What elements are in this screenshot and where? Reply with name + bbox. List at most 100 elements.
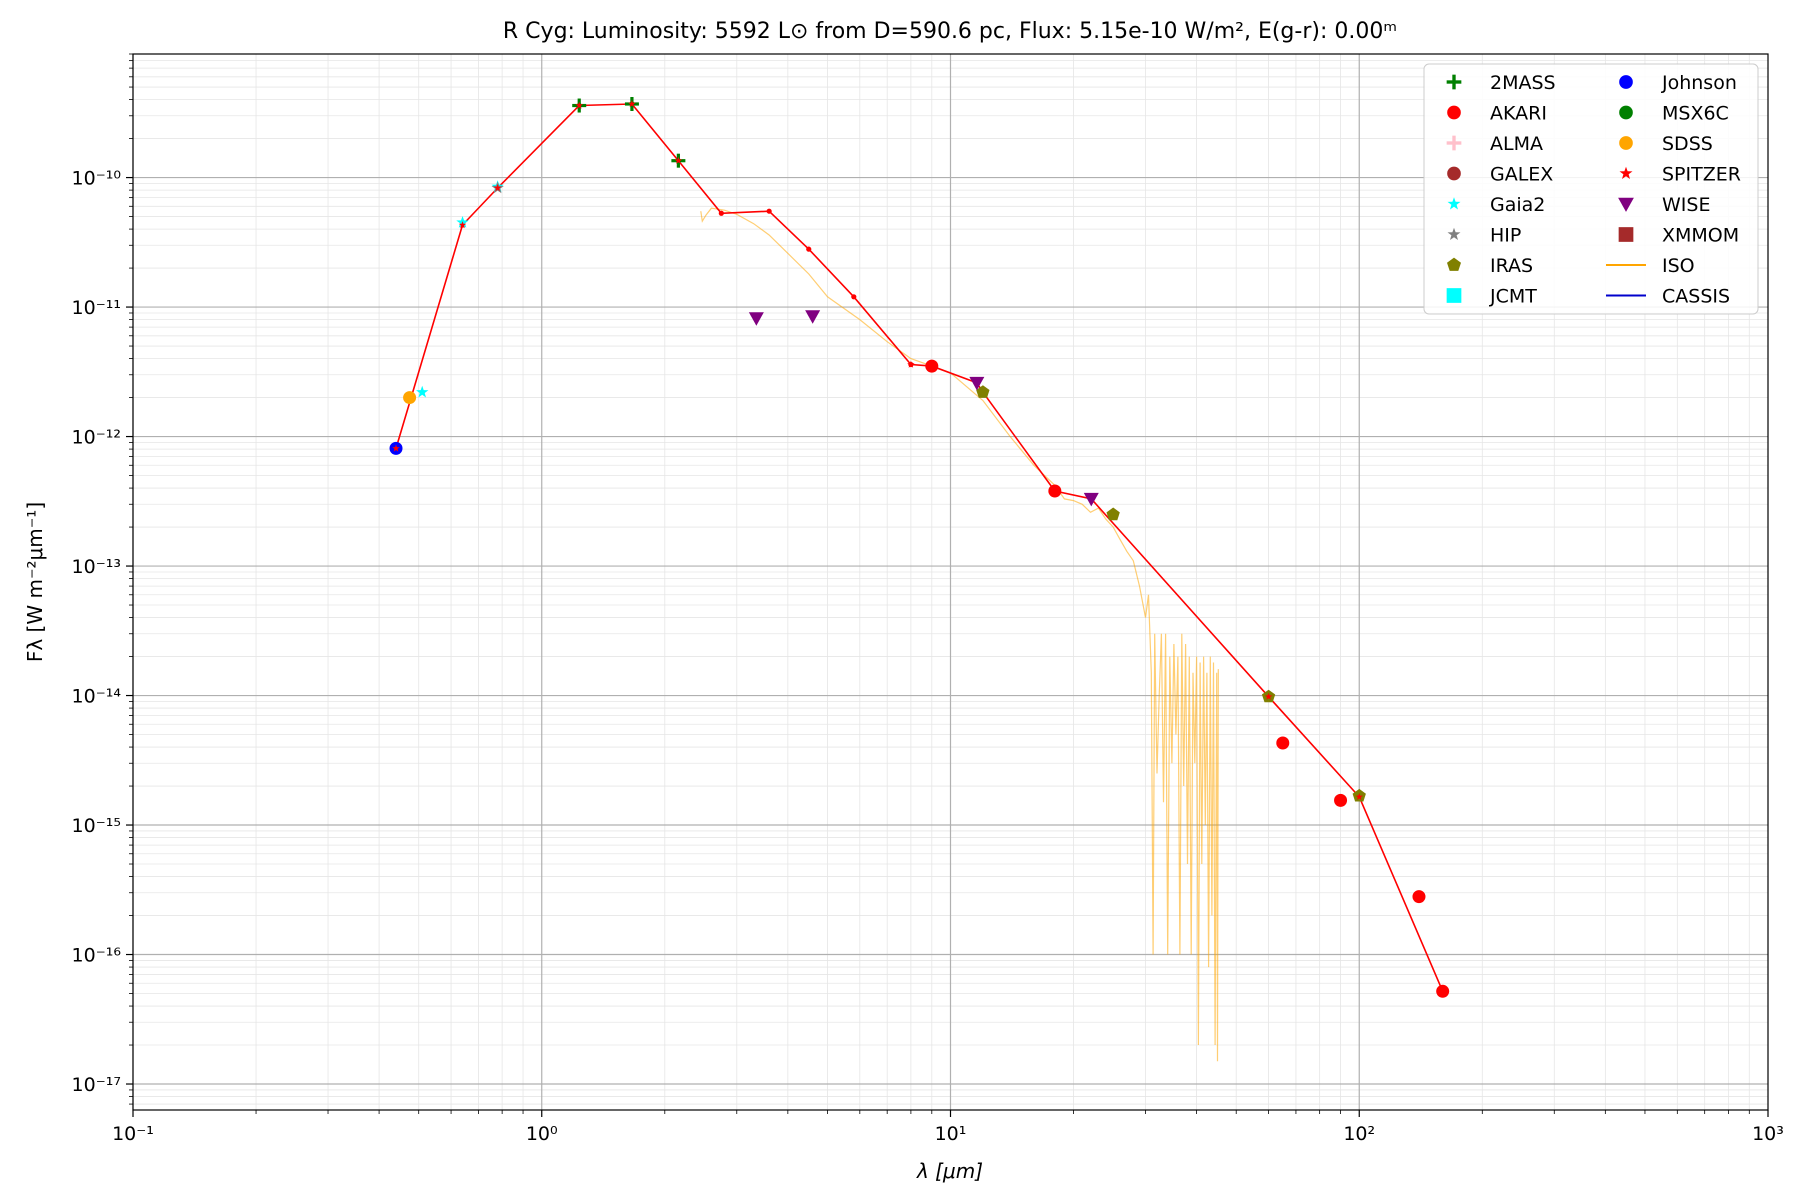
legend-label: AKARI [1490,103,1547,125]
legend-marker [1447,197,1461,210]
series-wise [748,310,1099,507]
series-sdss [403,391,417,405]
series-spitzer [392,100,1363,800]
legend-entry-sdss: SDSS [1619,133,1713,155]
chart-title: R Cyg: Luminosity: 5592 L⊙ from D=590.6 … [503,19,1397,44]
sed-vertex [851,294,857,300]
legend-entry-spitzer: SPITZER [1619,164,1741,186]
legend-label: ALMA [1490,133,1543,155]
legend-entry-2mass: 2MASS [1446,72,1556,94]
legend-entry-iras: IRAS [1447,255,1533,277]
legend-entry-wise: WISE [1618,194,1710,216]
legend-entry-galex: GALEX [1447,164,1553,186]
legend-entry-cassis: CASSIS [1606,286,1730,308]
data-point [969,376,985,391]
legend-entry-jcmt: JCMT [1446,286,1537,308]
data-point [392,444,400,452]
y-tick-label: 10⁻¹⁰ [72,168,121,190]
legend-marker [1619,136,1633,150]
legend-label: SDSS [1662,133,1713,155]
legend-label: SPITZER [1662,164,1741,186]
legend-label: WISE [1662,194,1710,216]
legend-marker [1619,166,1633,179]
iso-spectrum [700,207,1219,1062]
legend-marker [1446,288,1462,303]
legend-marker [1618,197,1634,212]
y-axis-label: Fλ [W m⁻²μm⁻¹] [23,502,47,662]
legend: 2MASS AKARI ALMA GALEX Gaia2 HIP IRAS JCMT Johns… [1423,63,1759,315]
legend-entry-johnson: Johnson [1619,72,1737,94]
x-tick-label: 10⁰ [526,1123,558,1145]
data-point [628,100,636,108]
legend-marker [1619,75,1633,89]
series-akari [925,359,1450,998]
legend-label: CASSIS [1662,286,1730,308]
data-point [1083,492,1099,507]
legend-entry-msx6c: MSX6C [1619,103,1729,125]
legend-marker [1447,257,1461,271]
y-tick-label: 10⁻¹³ [72,556,121,578]
data-point [416,385,429,398]
data-point [925,359,939,373]
x-tick-label: 10² [1343,1123,1375,1145]
data-point [907,360,915,368]
y-tick-label: 10⁻¹² [72,427,121,449]
legend-label: Gaia2 [1490,194,1545,216]
y-tick-label: 10⁻¹⁷ [72,1074,121,1096]
legend-label: Johnson [1661,72,1737,94]
data-point [458,221,467,229]
y-tick-label: 10⁻¹⁶ [72,945,121,967]
legend-label: ISO [1662,255,1695,277]
legend-marker [1446,135,1462,151]
legend-marker [1447,227,1461,240]
data-point [1412,890,1426,904]
data-point [575,101,583,109]
axis-ticks: 10⁻¹ 10⁰ 10¹ 10² 10³ 10⁻¹⁰ 10⁻¹¹ 10⁻¹² 10⁻¹³ 10⁻¹… [72,53,1784,1145]
sed-vertex [718,210,724,216]
y-tick-label: 10⁻¹¹ [72,297,121,319]
y-tick-label: 10⁻¹⁴ [72,686,122,708]
legend-label: MSX6C [1662,103,1729,125]
data-point [1048,484,1062,498]
y-tick-label: 10⁻¹⁵ [72,815,121,837]
data-point [493,184,502,192]
legend-label: GALEX [1490,164,1553,186]
data-point [403,391,417,405]
legend-entry-iso: ISO [1606,255,1695,277]
data-markers [389,96,1450,998]
data-point [1334,793,1348,807]
legend-entry-xmmom: XMMOM [1618,225,1739,247]
legend-entry-hip: HIP [1447,225,1521,247]
data-point [674,156,683,164]
legend-label: JCMT [1489,286,1537,308]
data-point [805,310,821,324]
legend-marker [1447,166,1461,181]
legend-marker [1446,74,1462,90]
data-point [1436,984,1450,998]
sed-vertex [806,246,812,252]
legend-label: IRAS [1490,255,1533,277]
legend-entry-akari: AKARI [1447,103,1547,125]
data-point [1276,736,1290,750]
legend-label: HIP [1490,225,1521,247]
sed-vertex [766,208,772,214]
x-tick-label: 10³ [1752,1123,1784,1145]
x-tick-label: 10⁻¹ [112,1123,154,1145]
data-point [976,385,990,398]
data-point [748,312,764,326]
legend-marker [1447,105,1461,120]
legend-entry-gaia2: Gaia2 [1447,194,1545,216]
legend-label: XMMOM [1662,225,1739,247]
legend-box [1423,63,1759,315]
legend-marker [1618,227,1634,242]
x-axis-label: λ [μm] [916,1159,983,1183]
data-point [1355,793,1363,800]
data-point [1264,692,1273,700]
data-point [1106,507,1120,521]
x-tick-label: 10¹ [935,1123,967,1145]
legend-label: 2MASS [1490,72,1556,94]
legend-entry-alma: ALMA [1446,133,1543,155]
iso-spectrum-line [700,207,1219,1062]
